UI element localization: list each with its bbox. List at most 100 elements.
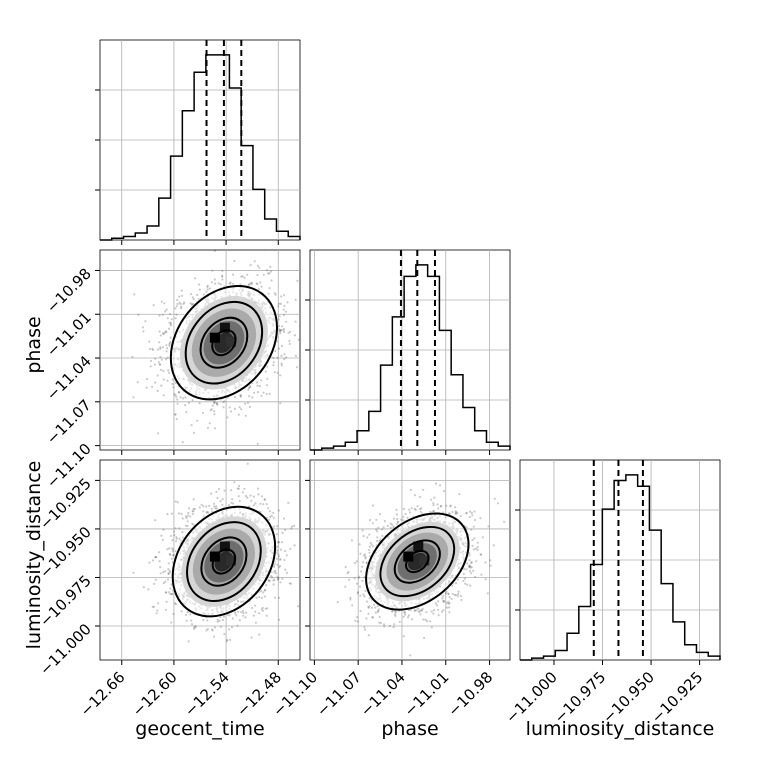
scatter-point bbox=[194, 624, 197, 628]
scatter-point bbox=[162, 394, 165, 397]
scatter-point bbox=[157, 602, 160, 605]
scatter-point bbox=[208, 287, 212, 290]
scatter-point bbox=[248, 283, 251, 286]
scatter-point bbox=[162, 581, 165, 585]
scatter-point bbox=[363, 626, 366, 629]
scatter-point bbox=[442, 599, 445, 603]
scatter-point bbox=[167, 572, 170, 576]
scatter-point bbox=[187, 640, 190, 643]
scatter-point bbox=[213, 505, 216, 508]
scatter-point bbox=[294, 354, 297, 357]
scatter-point bbox=[275, 557, 278, 560]
scatter-point bbox=[260, 608, 263, 611]
scatter-point bbox=[166, 578, 170, 581]
scatter-point bbox=[154, 357, 157, 360]
contour-line bbox=[199, 316, 249, 369]
scatter-point bbox=[245, 611, 248, 614]
scatter-point bbox=[180, 305, 183, 308]
scatter-point bbox=[223, 632, 226, 636]
scatter-point bbox=[272, 516, 275, 519]
scatter-point bbox=[228, 406, 231, 409]
scatter-point bbox=[180, 610, 183, 613]
scatter-point bbox=[253, 391, 256, 394]
scatter-point bbox=[153, 582, 156, 586]
scatter-point bbox=[186, 520, 189, 523]
scatter-point bbox=[166, 347, 169, 350]
histogram-panel-luminosity-distance bbox=[515, 459, 721, 665]
scatter-point bbox=[281, 531, 284, 535]
scatter-point bbox=[174, 527, 177, 530]
scatter-point bbox=[233, 407, 236, 410]
scatter-point bbox=[263, 498, 266, 501]
scatter-point bbox=[267, 272, 270, 275]
scatter-point bbox=[206, 619, 209, 622]
scatter-point bbox=[235, 614, 238, 617]
scatter-point bbox=[282, 308, 285, 311]
scatter-point bbox=[178, 537, 181, 540]
scatter-point bbox=[158, 560, 161, 563]
scatter-point bbox=[456, 595, 460, 598]
scatter-point bbox=[196, 293, 199, 297]
scatter-point bbox=[198, 506, 201, 509]
scatter-point bbox=[295, 366, 299, 369]
scatter-point bbox=[205, 505, 208, 508]
scatter-point bbox=[168, 569, 171, 572]
scatter-point bbox=[228, 614, 231, 617]
scatter-point bbox=[171, 592, 174, 596]
scatter-point bbox=[242, 614, 245, 617]
scatter-point bbox=[278, 541, 281, 544]
scatter-point bbox=[171, 382, 174, 386]
scatter-point bbox=[228, 282, 231, 285]
scatter-point bbox=[208, 422, 211, 425]
scatter-point bbox=[229, 281, 232, 284]
scatter-point bbox=[165, 308, 168, 311]
scatter-point bbox=[185, 619, 188, 622]
scatter-point bbox=[175, 395, 178, 398]
density-peak-cell bbox=[219, 322, 230, 333]
scatter-point bbox=[269, 575, 273, 578]
scatter-point bbox=[257, 493, 260, 496]
scatter-point bbox=[233, 481, 236, 484]
scatter-point bbox=[192, 431, 195, 434]
scatter-point bbox=[249, 494, 252, 497]
scatter-point bbox=[280, 325, 284, 328]
scatter-point bbox=[273, 571, 276, 574]
scatter-point bbox=[283, 330, 286, 334]
scatter-point bbox=[230, 626, 234, 629]
scatter-point bbox=[299, 325, 300, 328]
scatter-point bbox=[162, 528, 165, 531]
scatter-point bbox=[178, 527, 181, 530]
scatter-point bbox=[264, 588, 267, 592]
scatter-point bbox=[279, 581, 282, 584]
scatter-point bbox=[174, 500, 177, 503]
scatter-point bbox=[271, 576, 274, 579]
scatter-point bbox=[136, 381, 139, 384]
scatter-point bbox=[406, 616, 410, 619]
scatter-point bbox=[146, 377, 149, 381]
scatter-point bbox=[211, 628, 214, 631]
scatter-point bbox=[175, 305, 178, 308]
scatter-point bbox=[266, 507, 270, 510]
scatter-point bbox=[193, 507, 196, 511]
scatter-point bbox=[192, 498, 195, 501]
scatter-point bbox=[422, 488, 425, 491]
scatter-point bbox=[215, 505, 218, 508]
scatter-point bbox=[258, 595, 261, 599]
contour-line bbox=[171, 505, 277, 618]
scatter-point bbox=[240, 275, 243, 278]
scatter-point bbox=[258, 385, 261, 388]
scatter-point bbox=[278, 302, 281, 305]
histogram-phase bbox=[310, 264, 511, 451]
scatter-point bbox=[221, 619, 224, 622]
scatter-point bbox=[174, 307, 177, 310]
scatter-point bbox=[248, 386, 252, 389]
scatter-point bbox=[188, 507, 191, 510]
scatter-point bbox=[164, 310, 167, 313]
scatter-point bbox=[247, 283, 250, 287]
scatter-point bbox=[154, 578, 157, 581]
scatter-point bbox=[163, 302, 166, 305]
scatter-point bbox=[131, 355, 134, 358]
scatter-point bbox=[279, 329, 283, 332]
scatter-point bbox=[164, 580, 167, 583]
scatter-point bbox=[274, 569, 277, 573]
